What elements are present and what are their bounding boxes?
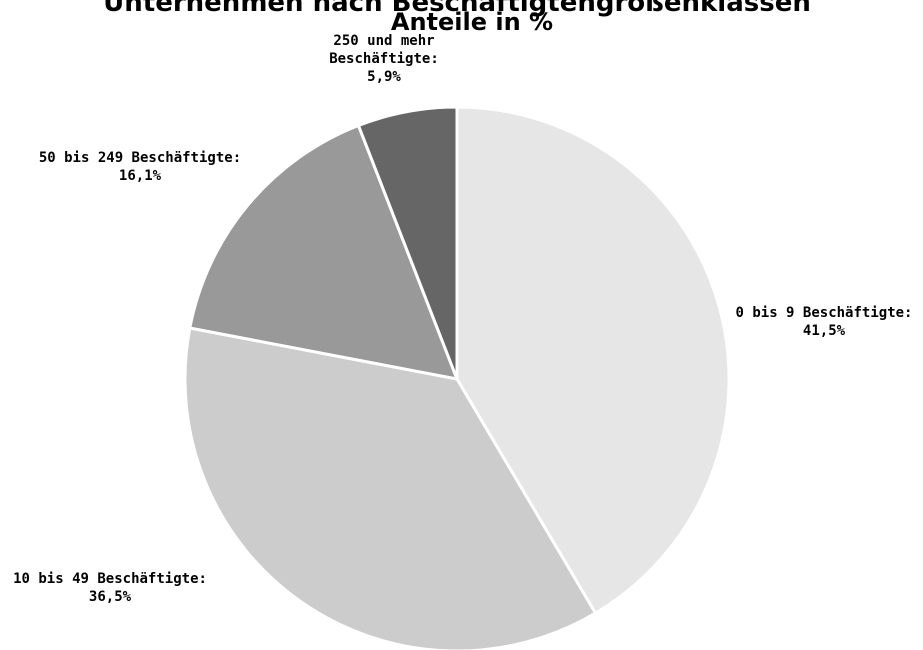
pie-label-4: 250 und mehr Beschäftigte: 5,9% bbox=[329, 33, 439, 85]
pie-label-1: 0 bis 9 Beschäftigte: 41,5% bbox=[735, 305, 912, 339]
pie-label-line: 16,1% bbox=[119, 168, 162, 184]
pie-label-line: 10 bis 49 Beschäftigte: bbox=[13, 571, 207, 587]
pie-label-line: 250 und mehr bbox=[333, 33, 434, 49]
pie-label-line: 0 bis 9 Beschäftigte: bbox=[735, 305, 912, 321]
pie-label-line: Beschäftigte: bbox=[329, 51, 439, 67]
pie-slice-2 bbox=[183, 326, 598, 650]
pie-label-line: 36,5% bbox=[89, 589, 132, 605]
chart-title: Unternehmen nach Beschäftigtengrößenklas… bbox=[103, 0, 811, 18]
pie-slices bbox=[183, 105, 731, 650]
pie-slice-3 bbox=[188, 123, 460, 381]
chart-subtitle: Anteile in % bbox=[391, 8, 553, 36]
pie-label-3: 50 bis 249 Beschäftigte: 16,1% bbox=[39, 150, 241, 184]
pie-slice-4 bbox=[356, 105, 459, 380]
pie-label-line: 50 bis 249 Beschäftigte: bbox=[39, 150, 241, 166]
pie-labels: 0 bis 9 Beschäftigte: 41,5% 10 bis 49 Besc… bbox=[13, 33, 912, 605]
pie-label-line: 5,9% bbox=[367, 69, 401, 85]
pie-label-line: 41,5% bbox=[803, 323, 846, 339]
pie-label-2: 10 bis 49 Beschäftigte: 36,5% bbox=[13, 571, 207, 605]
pie-slice-1 bbox=[455, 105, 731, 616]
